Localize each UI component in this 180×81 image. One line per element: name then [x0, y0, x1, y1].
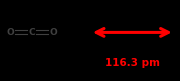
Text: 116.3 pm: 116.3 pm [105, 58, 160, 68]
Text: C: C [28, 28, 35, 37]
Text: O: O [49, 28, 57, 37]
Text: O: O [6, 28, 14, 37]
